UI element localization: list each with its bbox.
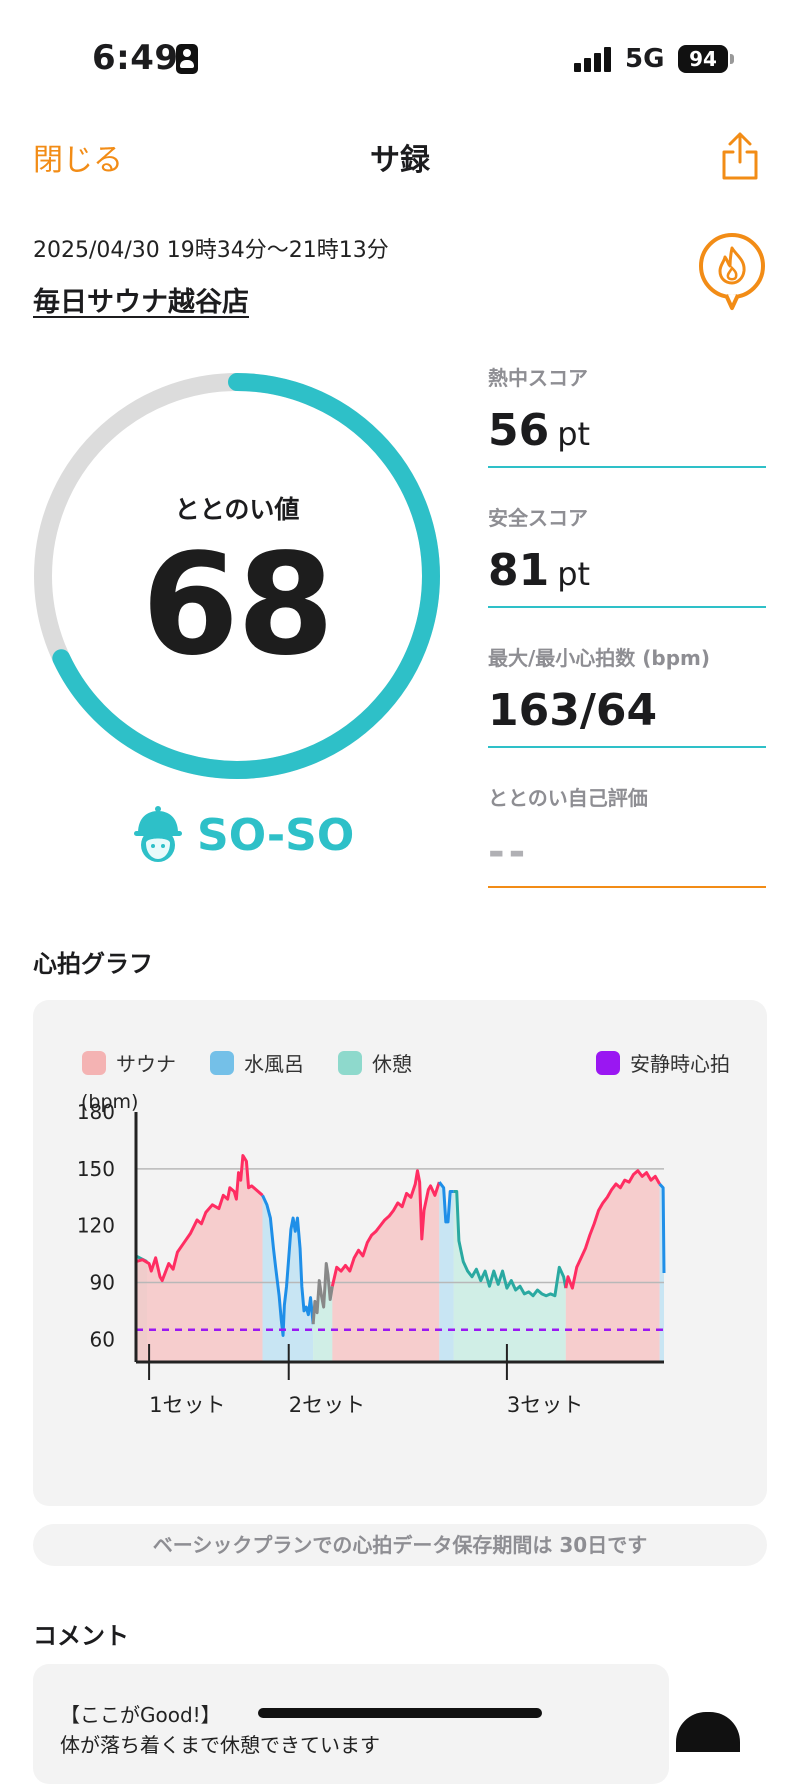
y-tick-label: 150 [77, 1157, 115, 1181]
legend-rest: 休憩 [338, 1048, 412, 1077]
mascot-icon [134, 806, 182, 862]
mood-label: SO-SO [197, 810, 355, 861]
y-tick-label: 180 [77, 1100, 115, 1124]
signal-icon [574, 46, 614, 72]
close-button[interactable]: 閉じる [33, 143, 123, 178]
stat-label: 熱中スコア [488, 366, 588, 390]
page-title: サ録 [370, 143, 430, 178]
stat-heat-score: 熱中スコア 56 pt [488, 362, 766, 468]
gauge-label: ととのい値 [174, 495, 300, 524]
line-sauna [564, 1169, 661, 1290]
set-label: 3セット [507, 1393, 583, 1417]
line-rest [311, 1262, 334, 1325]
heart-graph-title: 心拍グラフ [33, 950, 153, 978]
line-rest [453, 1190, 568, 1298]
divider [488, 886, 766, 888]
heart-rate-chart: (bpm) 180 150 120 90 60 1セット 2セット 3セット [77, 1091, 666, 1417]
fire-icon[interactable] [697, 232, 767, 312]
legend-cold-bath: 水風呂 [210, 1048, 304, 1077]
comment-line: 体が落ち着くまで休憩できています [60, 1733, 380, 1757]
y-tick-label: 120 [77, 1214, 115, 1238]
stat-heart-rate: 最大/最小心拍数 (bpm) 163/64 [488, 642, 766, 748]
divider [488, 746, 766, 748]
stat-value: 81 [488, 545, 550, 596]
totonoi-gauge [34, 373, 440, 779]
area-cold [439, 1182, 454, 1362]
stat-label: 最大/最小心拍数 (bpm) [488, 646, 711, 670]
stat-label: ととのい自己評価 [488, 786, 648, 810]
line-cold [261, 1194, 315, 1337]
line-sauna [135, 1154, 264, 1283]
legend-sauna: サウナ [82, 1048, 176, 1077]
battery-tip [730, 54, 734, 64]
line-cold [658, 1182, 666, 1274]
storage-notice: ベーシックプランでの心拍データ保存期間は 30日です [33, 1524, 767, 1566]
set-label: 2セット [289, 1393, 365, 1417]
line-cold [438, 1181, 454, 1224]
status-time: 6:49 [92, 38, 179, 78]
stat-value: 56 [488, 405, 550, 456]
y-tick-label: 60 [90, 1327, 115, 1351]
line-sauna [330, 1169, 441, 1287]
chat-bubble-icon[interactable] [676, 1712, 740, 1752]
store-link[interactable]: 毎日サウナ越谷店 [33, 287, 249, 318]
divider [488, 606, 766, 608]
area-sauna [565, 1170, 660, 1362]
y-axis-unit: (bpm) [81, 1091, 138, 1113]
self-rating-value[interactable]: -- [488, 829, 530, 875]
battery-icon: 94 [678, 45, 728, 73]
y-tick-label: 90 [90, 1270, 115, 1294]
share-icon[interactable] [720, 130, 760, 182]
area-sauna [332, 1170, 440, 1362]
stat-value: 163/64 [488, 685, 658, 736]
comment-title: コメント [33, 1622, 129, 1650]
stat-unit: pt [557, 415, 591, 453]
legend-resting-hr: 安静時心拍 [596, 1048, 730, 1077]
stat-self-rating[interactable]: ととのい自己評価 -- [488, 782, 766, 888]
session-datetime: 2025/04/30 19時34分〜21時13分 [33, 238, 389, 263]
gauge-progress-arc [34, 373, 440, 779]
stat-unit: pt [557, 555, 591, 593]
person-icon [176, 44, 198, 74]
set-label: 1セット [149, 1393, 225, 1417]
area-sauna [136, 1155, 263, 1362]
divider [488, 466, 766, 468]
home-indicator [258, 1708, 542, 1718]
network-type: 5G [625, 44, 665, 74]
gauge-value: 68 [141, 524, 335, 687]
area-rest [313, 1263, 333, 1362]
stat-safety-score: 安全スコア 81 pt [488, 502, 766, 608]
stat-label: 安全スコア [488, 506, 588, 530]
area-rest [453, 1191, 566, 1362]
comment-line: 【ここがGood!】 [60, 1703, 221, 1727]
